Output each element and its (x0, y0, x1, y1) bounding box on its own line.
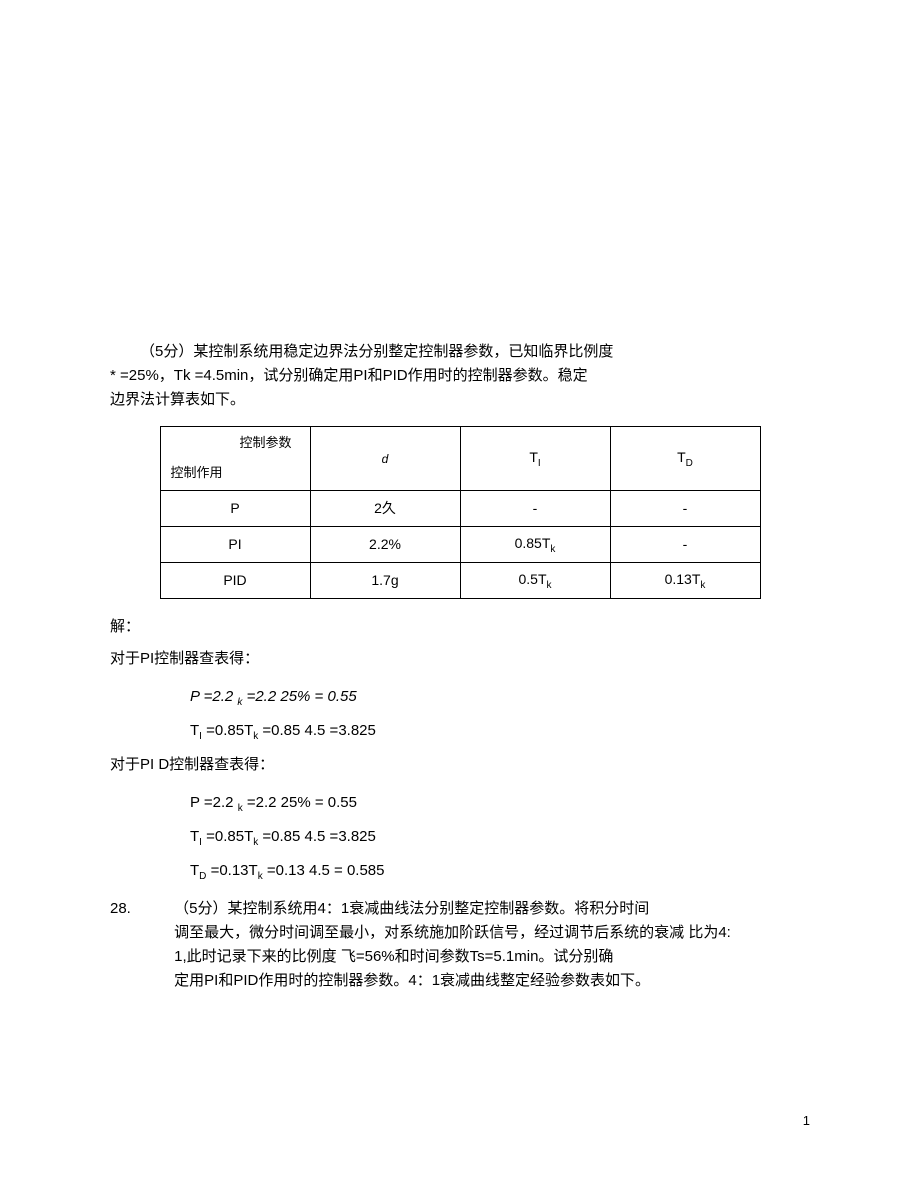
p28-line1: （5分）某控制系统用4：1衰减曲线法分别整定控制器参数。将积分时间 (174, 900, 649, 917)
row0-delta: 2久 (310, 491, 460, 527)
col-ti-header: TI (460, 427, 610, 491)
row2-delta: 1.7g (310, 563, 460, 599)
table-header-corner: 控制参数 控制作用 (160, 427, 310, 491)
problem-27-text: （5分）某控制系统用稳定边界法分别整定控制器参数，已知临界比例度 * =25%，… (110, 340, 810, 412)
pid-eq3: TD =0.13Tk =0.13 4.5 = 0.585 (190, 859, 810, 885)
pi-eq2: TI =0.85Tk =0.85 4.5 =3.825 (190, 719, 810, 745)
table-row: P 2久 - - (160, 491, 760, 527)
row0-ti: - (460, 491, 610, 527)
row1-name: PI (160, 527, 310, 563)
p27-line1: （5分）某控制系统用稳定边界法分别整定控制器参数，已知临界比例度 (110, 340, 810, 364)
pid-section-title: 对于PI D控制器查表得： (110, 753, 810, 777)
p28-line2: 调至最大，微分时间调至最小，对系统施加阶跃信号，经过调节后系统的衰减 比为4: (174, 924, 731, 941)
solution-label: 解： (110, 615, 810, 639)
table-row: PI 2.2% 0.85Tk - (160, 527, 760, 563)
pid-eq1: P =2.2 k =2.2 25% = 0.55 (190, 791, 810, 817)
pid-eq2: TI =0.85Tk =0.85 4.5 =3.825 (190, 825, 810, 851)
pi-equations: P =2.2 k =2.2 25% = 0.55 TI =0.85Tk =0.8… (110, 685, 810, 745)
p27-line3: 边界法计算表如下。 (110, 388, 810, 412)
row2-ti: 0.5Tk (460, 563, 610, 599)
col-td-header: TD (610, 427, 760, 491)
table-row: PID 1.7g 0.5Tk 0.13Tk (160, 563, 760, 599)
row2-name: PID (160, 563, 310, 599)
row2-td: 0.13Tk (610, 563, 760, 599)
p27-line2: * =25%，Tk =4.5min，试分别确定用PI和PID作用时的控制器参数。… (110, 364, 810, 388)
col-delta-header: d (310, 427, 460, 491)
p28-line4: 定用PI和PID作用时的控制器参数。4：1衰减曲线整定经验参数表如下。 (174, 972, 650, 989)
problem-28: 28. （5分）某控制系统用4：1衰减曲线法分别整定控制器参数。将积分时间 调至… (110, 897, 810, 993)
col-td-sub: D (686, 457, 693, 468)
row0-name: P (160, 491, 310, 527)
header-top-label: 控制参数 (239, 433, 291, 454)
col-delta-text: d (382, 452, 389, 466)
pi-eq1: P =2.2 k =2.2 25% = 0.55 (190, 685, 810, 711)
header-bottom-label: 控制作用 (171, 463, 223, 484)
page-number: 1 (803, 1111, 810, 1132)
p28-line3: 1,此时记录下来的比例度 飞=56%和时间参数Ts=5.1min。试分别确 (174, 948, 613, 965)
p28-body: （5分）某控制系统用4：1衰减曲线法分别整定控制器参数。将积分时间 调至最大，微… (174, 897, 794, 993)
row1-ti: 0.85Tk (460, 527, 610, 563)
pi-section-title: 对于PI控制器查表得： (110, 647, 810, 671)
p28-number: 28. (110, 897, 170, 921)
stability-table: 控制参数 控制作用 d TI TD P 2久 - - PI 2.2% 0.85T… (160, 426, 761, 599)
row1-td: - (610, 527, 760, 563)
row0-td: - (610, 491, 760, 527)
row1-delta: 2.2% (310, 527, 460, 563)
pid-equations: P =2.2 k =2.2 25% = 0.55 TI =0.85Tk =0.8… (110, 791, 810, 885)
